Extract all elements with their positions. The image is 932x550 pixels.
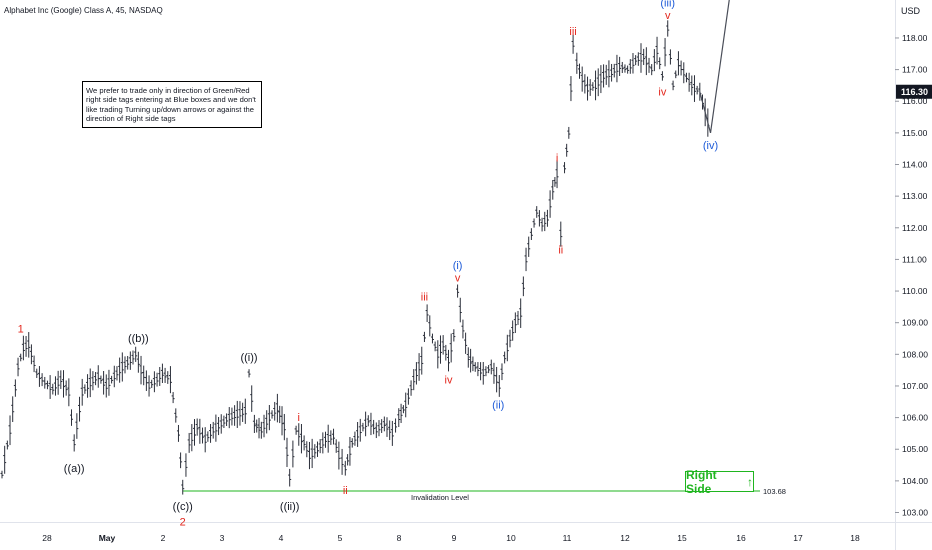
x-tick-label: 2 xyxy=(161,533,166,543)
wave-label: ii xyxy=(343,485,348,497)
y-tick-label: 118.00 xyxy=(902,33,928,43)
y-tick-label: 116.00 xyxy=(902,96,928,106)
wave-label: ((b)) xyxy=(128,333,149,345)
wave-label: ((a)) xyxy=(64,463,85,475)
wave-label: iii xyxy=(569,26,576,38)
wave-label: ((ii)) xyxy=(280,501,300,513)
right-side-label: Right Side xyxy=(686,467,717,496)
up-arrow-icon: ↑ xyxy=(747,474,753,489)
x-tick-label: 18 xyxy=(850,533,860,543)
wave-label: iv xyxy=(658,86,666,98)
y-tick-label: 104.00 xyxy=(902,476,928,486)
y-tick-label: 115.00 xyxy=(902,128,928,138)
trading-note: We prefer to trade only in direction of … xyxy=(82,81,262,128)
y-tick-label: 117.00 xyxy=(902,65,928,75)
x-tick-label: 8 xyxy=(397,533,402,543)
x-tick-label: 9 xyxy=(452,533,457,543)
wave-label: ((c)) xyxy=(173,501,193,513)
x-tick-label: 11 xyxy=(563,533,572,543)
y-tick-label: 113.00 xyxy=(902,191,928,201)
chart-title: Alphabet Inc (Google) Class A, 45, NASDA… xyxy=(4,6,163,15)
y-tick-label: 111.00 xyxy=(902,254,927,264)
wave-label: ((i)) xyxy=(240,352,257,364)
y-tick-label: 109.00 xyxy=(902,318,928,328)
wave-label: i xyxy=(298,412,300,424)
wave-label: (i) xyxy=(453,260,463,272)
wave-label: v xyxy=(455,273,461,285)
wave-label: (iv) xyxy=(703,140,718,152)
wave-label: 1 xyxy=(18,323,24,335)
x-tick-label: 5 xyxy=(338,533,343,543)
last-price-label: 116.30 xyxy=(901,87,928,97)
wave-label: iv xyxy=(445,374,453,386)
currency-label: USD xyxy=(901,6,921,16)
x-tick-label: 17 xyxy=(793,533,803,543)
wave-label: iii xyxy=(421,292,428,304)
x-tick-label: 12 xyxy=(620,533,630,543)
right-side-tag[interactable]: Right Side ↑ xyxy=(685,468,754,496)
x-tick-label: 15 xyxy=(677,533,687,543)
wave-label: v xyxy=(665,10,671,22)
wave-label: ii xyxy=(558,245,563,257)
wave-label: (iii) xyxy=(660,0,675,9)
y-tick-label: 105.00 xyxy=(902,444,928,454)
wave-label: i xyxy=(556,153,558,165)
y-tick-label: 112.00 xyxy=(902,223,928,233)
x-tick-label: 10 xyxy=(506,533,516,543)
last-price-box xyxy=(896,84,932,99)
invalidation-value: 103.68 xyxy=(763,487,786,496)
x-tick-label: May xyxy=(99,533,116,543)
wave-label: 2 xyxy=(180,517,186,529)
y-tick-label: 107.00 xyxy=(902,381,928,391)
wave-label: (ii) xyxy=(492,400,504,412)
x-tick-label: 4 xyxy=(279,533,284,543)
projection-path xyxy=(699,0,730,134)
invalidation-label: Invalidation Level xyxy=(411,493,469,502)
x-tick-label: 3 xyxy=(220,533,225,543)
x-tick-label: 28 xyxy=(42,533,52,543)
y-tick-label: 103.00 xyxy=(902,508,928,518)
y-tick-label: 106.00 xyxy=(902,413,928,423)
y-tick-label: 108.00 xyxy=(902,349,928,359)
x-tick-label: 16 xyxy=(736,533,746,543)
y-tick-label: 110.00 xyxy=(902,286,928,296)
y-tick-label: 114.00 xyxy=(902,160,928,170)
